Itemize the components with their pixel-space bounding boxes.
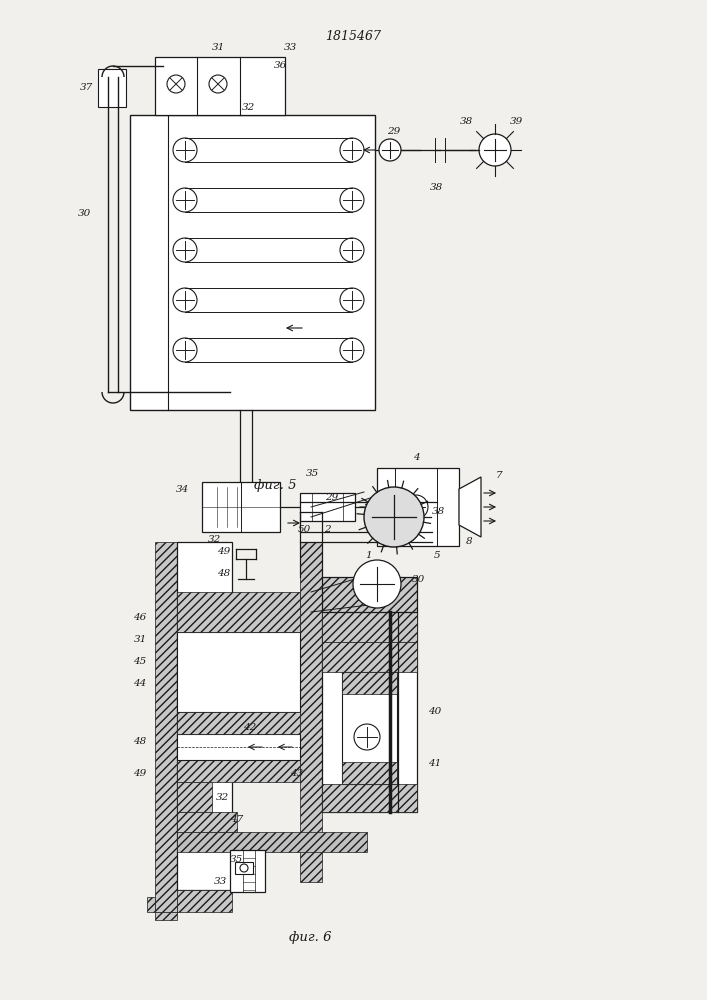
- Text: фиг. 6: фиг. 6: [288, 930, 332, 944]
- Text: 1: 1: [366, 552, 373, 560]
- Circle shape: [209, 75, 227, 93]
- Bar: [322, 577, 417, 612]
- Bar: [98, 69, 126, 107]
- Bar: [300, 493, 355, 521]
- Text: 37: 37: [81, 84, 93, 93]
- Circle shape: [173, 238, 197, 262]
- Bar: [342, 762, 397, 784]
- Text: 38: 38: [460, 117, 474, 126]
- Text: 35: 35: [230, 856, 244, 864]
- Bar: [177, 712, 300, 734]
- Text: 36: 36: [274, 60, 286, 70]
- Bar: [177, 760, 300, 782]
- Text: 5: 5: [433, 552, 440, 560]
- Circle shape: [240, 864, 248, 872]
- Text: 30: 30: [412, 574, 426, 584]
- Text: 32: 32: [207, 536, 221, 544]
- Circle shape: [340, 288, 364, 312]
- Bar: [230, 850, 265, 892]
- Text: 42: 42: [243, 722, 257, 732]
- Text: 38: 38: [433, 508, 445, 516]
- Bar: [322, 612, 417, 642]
- Bar: [300, 542, 322, 882]
- Bar: [177, 890, 232, 912]
- Bar: [342, 672, 397, 694]
- Bar: [322, 612, 417, 812]
- Bar: [177, 542, 232, 890]
- Text: 44: 44: [134, 680, 146, 688]
- Bar: [155, 542, 177, 912]
- Text: 39: 39: [510, 117, 524, 126]
- Text: 40: 40: [428, 708, 442, 716]
- Bar: [130, 115, 375, 410]
- Text: 29: 29: [325, 492, 339, 502]
- Circle shape: [364, 487, 424, 547]
- Text: 33: 33: [284, 43, 297, 52]
- Circle shape: [404, 495, 428, 519]
- Text: 47: 47: [230, 816, 244, 824]
- Circle shape: [173, 288, 197, 312]
- Bar: [177, 734, 300, 760]
- Bar: [322, 577, 417, 612]
- Bar: [235, 862, 253, 874]
- Circle shape: [379, 139, 401, 161]
- Circle shape: [479, 134, 511, 166]
- Text: 2: 2: [324, 524, 330, 534]
- Text: 29: 29: [387, 127, 401, 136]
- Bar: [155, 57, 285, 115]
- Polygon shape: [459, 477, 481, 537]
- Circle shape: [167, 75, 185, 93]
- Text: 32: 32: [241, 103, 255, 111]
- Text: 34: 34: [175, 485, 189, 493]
- Circle shape: [354, 724, 380, 750]
- Text: 8: 8: [466, 536, 472, 546]
- Text: 31: 31: [134, 636, 146, 645]
- Text: фиг. 5: фиг. 5: [254, 479, 296, 491]
- Text: 49: 49: [217, 548, 230, 556]
- Text: 30: 30: [78, 209, 92, 218]
- Text: 49: 49: [134, 770, 146, 778]
- Bar: [177, 592, 300, 632]
- Circle shape: [353, 560, 401, 608]
- Bar: [177, 832, 367, 852]
- Bar: [155, 912, 177, 920]
- Circle shape: [173, 338, 197, 362]
- Circle shape: [340, 338, 364, 362]
- Bar: [377, 468, 459, 546]
- Text: 48: 48: [134, 738, 146, 746]
- Circle shape: [340, 188, 364, 212]
- Text: 41: 41: [428, 760, 442, 768]
- Bar: [177, 812, 237, 832]
- Circle shape: [173, 188, 197, 212]
- Circle shape: [340, 238, 364, 262]
- Bar: [322, 642, 417, 672]
- Bar: [177, 632, 300, 712]
- Bar: [322, 784, 417, 812]
- Text: 43: 43: [291, 770, 303, 778]
- Text: 1815467: 1815467: [325, 30, 381, 43]
- Text: 31: 31: [211, 43, 225, 52]
- Bar: [202, 482, 280, 532]
- Text: 33: 33: [214, 878, 227, 886]
- Text: 35: 35: [305, 470, 319, 479]
- Text: 4: 4: [413, 454, 419, 462]
- Text: 50: 50: [298, 524, 310, 534]
- Circle shape: [340, 138, 364, 162]
- Text: 48: 48: [217, 570, 230, 578]
- Text: 7: 7: [496, 472, 502, 481]
- Bar: [342, 672, 397, 784]
- Text: 46: 46: [134, 612, 146, 621]
- Text: 38: 38: [431, 184, 443, 192]
- Circle shape: [173, 138, 197, 162]
- Bar: [147, 897, 155, 912]
- Text: 45: 45: [134, 658, 146, 666]
- Text: 32: 32: [216, 792, 230, 802]
- Bar: [177, 782, 212, 812]
